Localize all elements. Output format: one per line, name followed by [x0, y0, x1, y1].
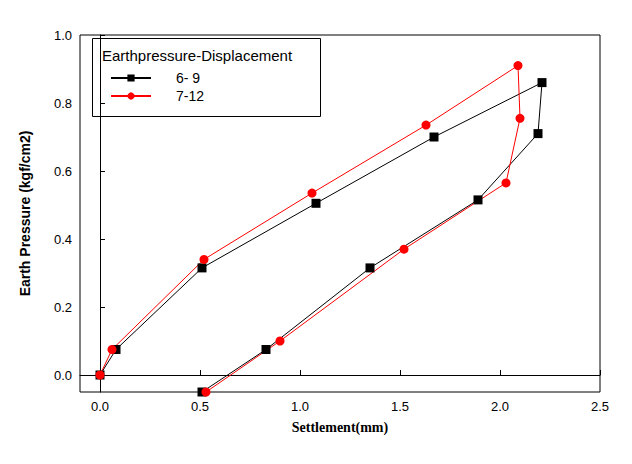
svg-text:6- 9: 6- 9 — [176, 70, 200, 86]
svg-text:Settlement(mm): Settlement(mm) — [292, 420, 389, 436]
svg-text:0.6: 0.6 — [54, 164, 72, 179]
svg-text:2.0: 2.0 — [491, 399, 509, 414]
svg-text:0.2: 0.2 — [54, 300, 72, 315]
svg-text:Earth Pressure (kgf/cm2): Earth Pressure (kgf/cm2) — [17, 131, 33, 297]
svg-text:1.5: 1.5 — [391, 399, 409, 414]
svg-text:0.5: 0.5 — [191, 399, 209, 414]
svg-text:7-12: 7-12 — [176, 88, 204, 104]
svg-text:0.8: 0.8 — [54, 96, 72, 111]
svg-text:0.0: 0.0 — [91, 399, 109, 414]
svg-text:0.4: 0.4 — [54, 232, 72, 247]
svg-text:0.0: 0.0 — [54, 368, 72, 383]
svg-text:Earthpressure-Displacement: Earthpressure-Displacement — [102, 47, 293, 64]
svg-text:1.0: 1.0 — [291, 399, 309, 414]
svg-text:2.5: 2.5 — [591, 399, 609, 414]
svg-text:1.0: 1.0 — [54, 28, 72, 43]
